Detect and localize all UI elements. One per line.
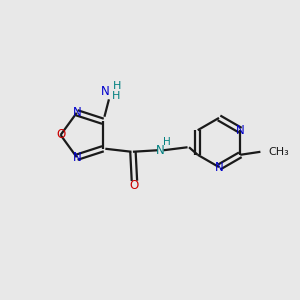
Text: H: H — [163, 137, 171, 147]
Text: H: H — [112, 91, 120, 101]
Text: H: H — [113, 81, 121, 91]
Text: N: N — [156, 144, 165, 157]
Text: N: N — [214, 160, 224, 174]
Text: O: O — [130, 179, 139, 193]
Text: N: N — [101, 85, 110, 98]
Text: N: N — [236, 124, 245, 137]
Text: N: N — [72, 151, 81, 164]
Text: CH₃: CH₃ — [268, 147, 289, 157]
Text: N: N — [72, 106, 81, 119]
Text: O: O — [56, 128, 65, 142]
